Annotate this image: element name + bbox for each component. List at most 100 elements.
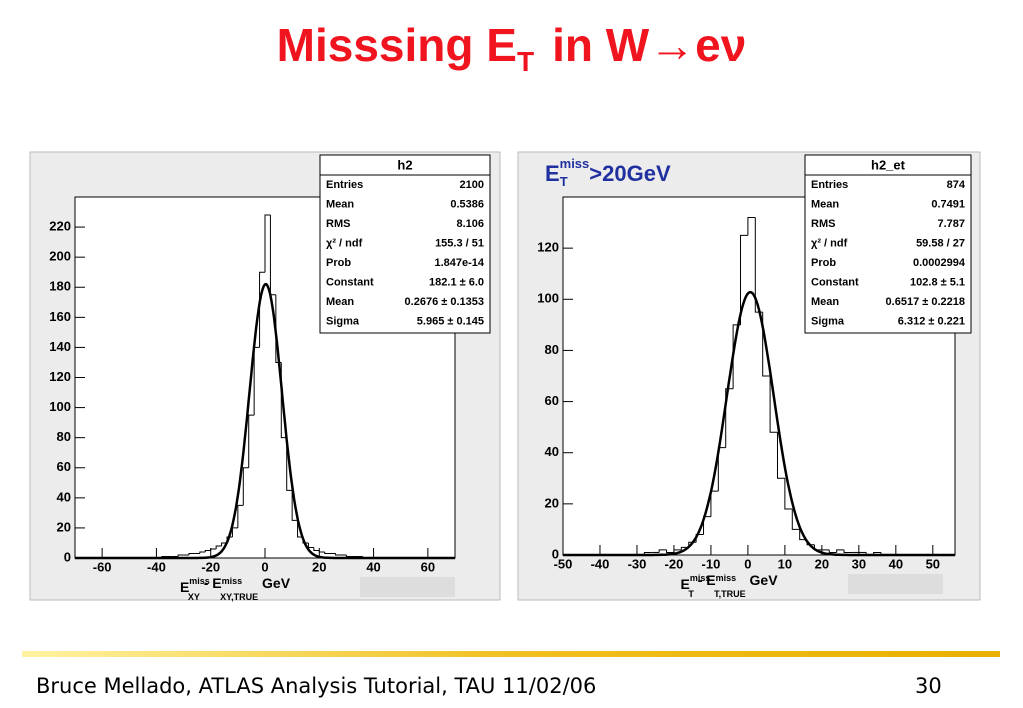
stats-value: 0.2676 ± 0.1353 — [405, 296, 484, 308]
x-axis-label: Emiss T - Emiss T,TRUE GeV — [680, 572, 778, 600]
x-axis-label-part: GeV — [746, 572, 779, 588]
histogram-bin — [784, 478, 793, 510]
label-strip — [848, 574, 943, 594]
x-tick-label: -20 — [665, 556, 684, 571]
annotation-part: >20GeV — [589, 161, 671, 186]
stats-value: 0.0002994 — [913, 257, 966, 269]
histogram-bin — [658, 549, 667, 553]
x-tick-label: -60 — [93, 559, 112, 574]
histogram-bin — [237, 504, 244, 528]
stats-value: 8.106 — [456, 218, 484, 230]
annotation-part: miss — [560, 156, 590, 171]
stats-label: Constant — [811, 276, 859, 288]
y-tick-label: 80 — [545, 342, 559, 357]
x-axis-label-part: miss — [690, 573, 711, 583]
stats-label: Mean — [326, 198, 354, 210]
histogram-bin — [769, 376, 778, 433]
x-tick-label: -20 — [201, 559, 220, 574]
stats-label: Constant — [326, 276, 374, 288]
histogram-bin — [747, 216, 756, 236]
stats-value: 7.787 — [937, 218, 965, 230]
x-tick-label: -10 — [702, 556, 721, 571]
histogram-bin — [204, 549, 211, 552]
page-number: 30 — [915, 674, 942, 698]
x-axis-label-part: miss — [189, 576, 210, 586]
y-tick-label: 140 — [49, 339, 71, 354]
footer-rule — [22, 651, 1000, 657]
histogram-bin — [836, 549, 845, 553]
histogram-bin — [680, 546, 689, 550]
title-sub: T — [516, 46, 535, 78]
y-tick-label: 40 — [545, 444, 559, 459]
x-tick-label: 20 — [815, 556, 829, 571]
x-axis-label-part: XY — [188, 592, 200, 602]
x-axis-label-part: miss — [222, 576, 243, 586]
stats-title: h2 — [397, 157, 412, 172]
x-tick-label: 30 — [852, 556, 866, 571]
stats-value: 5.965 ± 0.145 — [417, 315, 484, 327]
stats-value: 155.3 / 51 — [435, 237, 484, 249]
label-strip — [360, 577, 455, 597]
stats-label: χ² / ndf — [326, 237, 363, 249]
x-tick-label: 50 — [926, 556, 940, 571]
histogram-bin — [843, 549, 852, 553]
fit-curve — [563, 290, 955, 557]
histogram-bin — [318, 550, 325, 553]
y-tick-label: 100 — [49, 399, 71, 414]
stats-label: Mean — [811, 198, 839, 210]
y-tick-label: 0 — [552, 546, 559, 561]
x-tick-label: 40 — [366, 559, 380, 574]
stats-value: 874 — [947, 179, 966, 191]
x-axis-label-part: T — [688, 589, 694, 599]
y-tick-label: 180 — [49, 279, 71, 294]
x-axis-label-part: E — [180, 579, 189, 595]
histogram-bin — [324, 551, 331, 554]
x-axis-label-part: GeV — [258, 575, 291, 591]
stats-value: 1.847e-14 — [434, 257, 484, 269]
stats-label: Entries — [326, 179, 363, 191]
histogram-bin — [666, 549, 674, 553]
stats-value: 59.58 / 27 — [916, 237, 965, 249]
x-axis-label-part: miss — [716, 573, 737, 583]
histogram-bin — [264, 214, 271, 273]
stats-value: 6.312 ± 0.221 — [898, 315, 965, 327]
stats-label: Prob — [811, 257, 836, 269]
x-axis-label-part: XY,TRUE — [220, 592, 258, 602]
y-tick-label: 220 — [49, 219, 71, 234]
y-tick-label: 120 — [537, 240, 559, 255]
y-tick-label: 40 — [57, 489, 71, 504]
histogram-bin — [313, 547, 320, 551]
stats-label: RMS — [326, 218, 350, 230]
x-tick-label: 40 — [889, 556, 903, 571]
y-tick-label: 0 — [64, 549, 71, 564]
histogram-bin — [215, 545, 222, 549]
stats-value: 0.5386 — [450, 198, 484, 210]
x-tick-label: -30 — [628, 556, 647, 571]
histogram-bin — [673, 549, 682, 553]
y-tick-label: 60 — [545, 393, 559, 408]
histogram-bin — [345, 554, 352, 557]
annotation-part: E — [545, 161, 560, 186]
histogram-bin — [242, 467, 249, 506]
y-tick-label: 120 — [49, 369, 71, 384]
histogram-bin — [791, 508, 800, 530]
histogram-bin — [259, 271, 265, 348]
histogram-bin — [725, 388, 734, 448]
histogram-bin — [776, 432, 785, 479]
y-tick-label: 60 — [57, 459, 71, 474]
y-tick-label: 100 — [537, 291, 559, 306]
annotation-part: T — [560, 174, 568, 189]
y-tick-label: 160 — [49, 309, 71, 324]
x-tick-label: 20 — [312, 559, 326, 574]
histogram-bin — [210, 548, 217, 551]
stats-value: 0.7491 — [931, 198, 965, 210]
footer: Bruce Mellado, ATLAS Analysis Tutorial, … — [36, 674, 597, 698]
x-axis-label-part: - E — [200, 575, 222, 591]
title-text: Misssing E — [276, 19, 517, 71]
stats-value: 182.1 ± 6.0 — [429, 276, 484, 288]
x-tick-label: 0 — [261, 559, 268, 574]
histogram-bin — [828, 549, 837, 553]
x-axis-label: Emiss XY - Emiss XY,TRUE GeV — [180, 575, 291, 603]
